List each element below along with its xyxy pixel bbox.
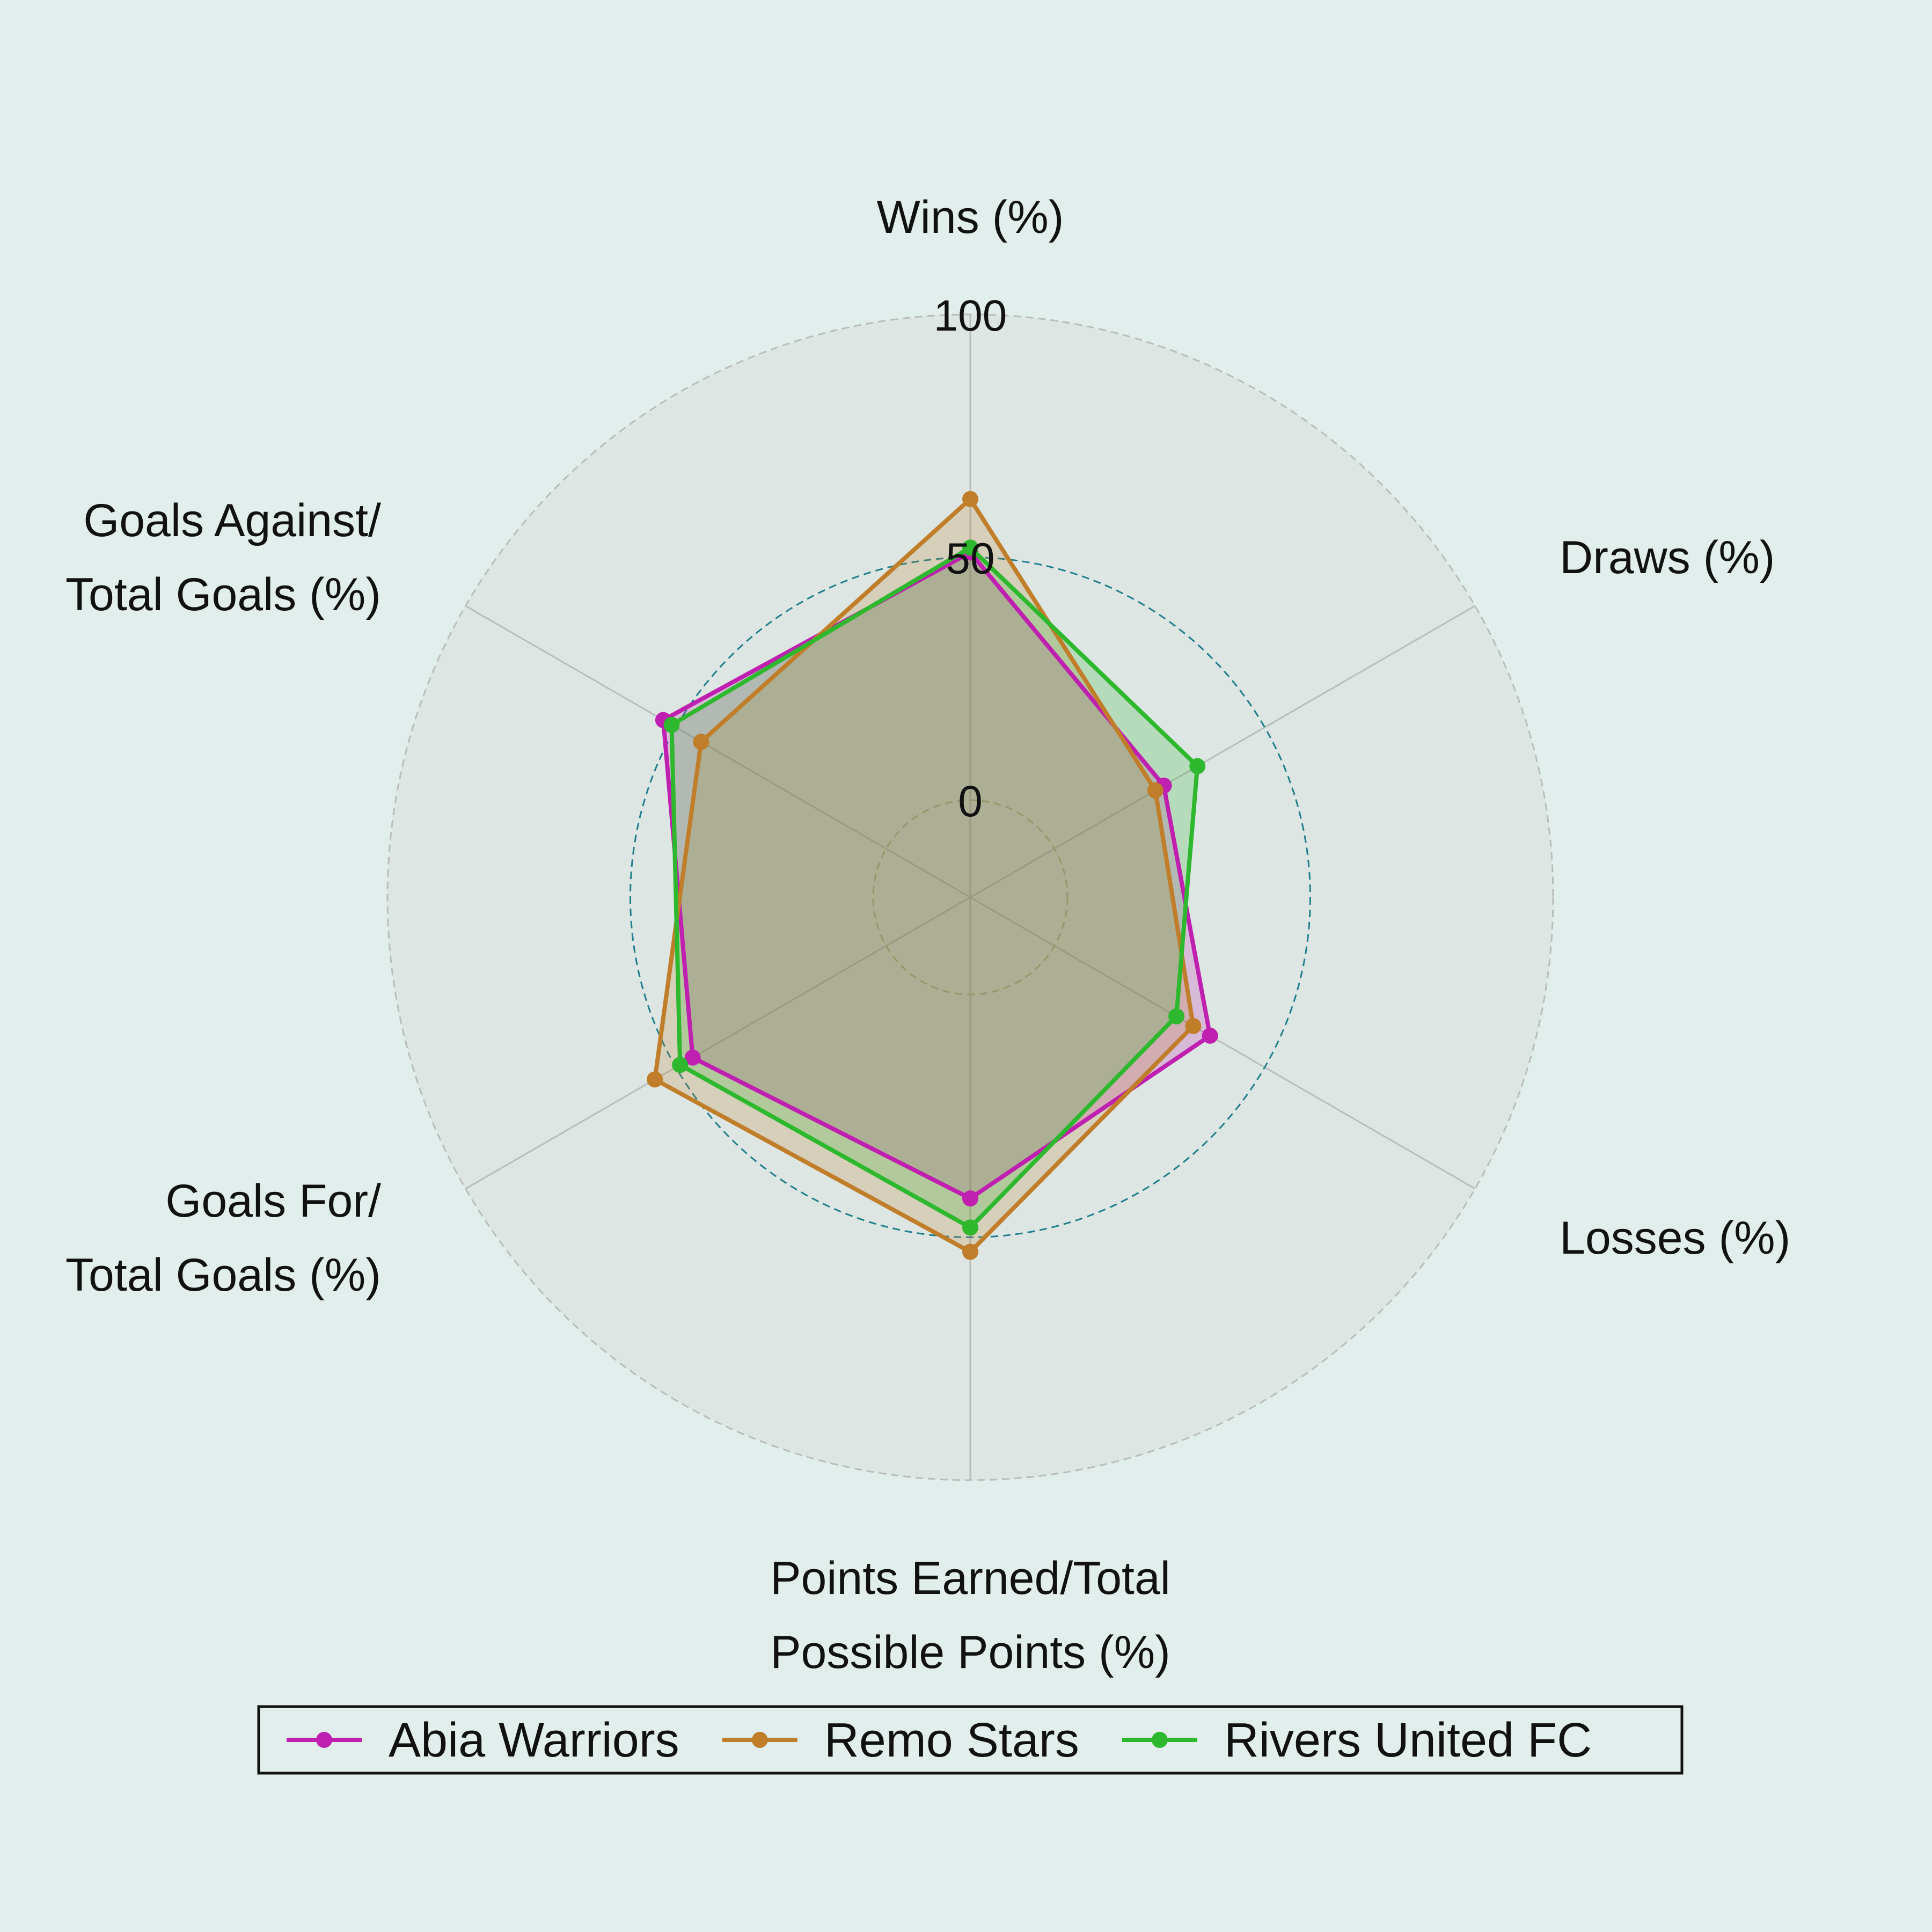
data-point [1168, 1008, 1185, 1024]
series-area [663, 552, 1210, 1199]
radar-series [647, 491, 1218, 1260]
series-area [671, 547, 1198, 1228]
axis-label: Losses (%) [1560, 1212, 1790, 1264]
legend-marker [1151, 1732, 1168, 1748]
axis-label: Wins (%) [877, 192, 1064, 243]
data-point [962, 1219, 978, 1236]
radial-tick-label: 0 [958, 777, 983, 826]
data-point [962, 1243, 978, 1260]
data-point [1147, 782, 1163, 799]
legend-box [257, 1705, 1684, 1775]
data-point [663, 716, 680, 733]
legend-label: Abia Warriors [389, 1714, 679, 1767]
legend-marker [316, 1732, 332, 1748]
axis-label: Possible Points (%) [770, 1627, 1170, 1678]
data-point [962, 1190, 978, 1207]
data-point [1189, 758, 1206, 774]
axis-label: Goals Against/ [83, 495, 381, 546]
radial-tick-labels: 0 50 100 [934, 291, 1007, 826]
axis-label: Points Earned/Total [770, 1553, 1170, 1604]
series-area [655, 499, 1194, 1252]
data-point [962, 491, 978, 507]
axis-labels: Wins (%) Draws (%) Losses (%) Points Earned… [65, 192, 1790, 1678]
axis-label: Total Goals (%) [65, 1249, 381, 1301]
radar-grid [386, 313, 1554, 1481]
radial-tick-label: 50 [946, 535, 994, 583]
grid-ring [630, 557, 1311, 1238]
legend-marker [751, 1732, 768, 1748]
data-point [693, 734, 709, 750]
radial-tick-label: 100 [934, 291, 1007, 340]
axis-label: Total Goals (%) [65, 569, 381, 620]
data-point [962, 539, 978, 556]
axis-label: Goals For/ [165, 1175, 381, 1227]
legend-label: Rivers United FC [1224, 1714, 1592, 1767]
spoke-line [465, 605, 971, 898]
data-point [684, 1049, 701, 1066]
data-point [672, 1057, 689, 1073]
data-point [1202, 1027, 1218, 1044]
data-point [1185, 1018, 1202, 1034]
legend-label: Remo Stars [824, 1714, 1079, 1767]
legend: Abia Warriors Remo Stars Rivers United FC [257, 1705, 1684, 1775]
grid-ring [872, 799, 1069, 996]
data-point [647, 1071, 663, 1088]
axis-label: Draws (%) [1560, 532, 1775, 583]
grid-ring [386, 313, 1554, 1481]
